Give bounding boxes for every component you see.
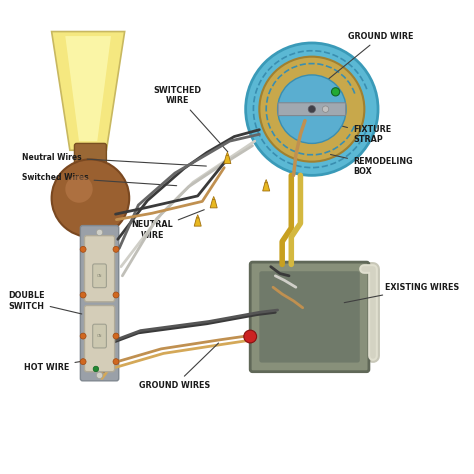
Text: SWITCHED
WIRE: SWITCHED WIRE [153,86,228,152]
Circle shape [113,292,119,298]
Text: GROUND WIRE: GROUND WIRE [315,32,414,90]
Circle shape [80,333,86,339]
Polygon shape [263,182,270,191]
Circle shape [113,333,119,339]
Text: DOUBLE
SWITCH: DOUBLE SWITCH [8,291,82,314]
Circle shape [65,175,93,203]
Text: GROUND WIRES: GROUND WIRES [139,343,219,390]
Text: Neutral Wires: Neutral Wires [22,153,206,166]
Circle shape [113,246,119,252]
Text: NEUTRAL
WIRE: NEUTRAL WIRE [131,210,204,240]
FancyBboxPatch shape [278,103,346,116]
Circle shape [259,57,365,162]
Text: ON: ON [97,334,102,338]
Circle shape [246,43,378,175]
Text: ON: ON [97,274,102,278]
Circle shape [113,359,119,365]
Polygon shape [210,200,217,208]
Circle shape [96,372,103,379]
FancyBboxPatch shape [74,144,106,171]
Text: HOT WIRE: HOT WIRE [24,358,99,372]
FancyBboxPatch shape [93,324,106,348]
FancyBboxPatch shape [259,271,360,363]
Text: EXISTING WIRES: EXISTING WIRES [344,283,459,303]
Circle shape [96,229,103,236]
Text: REMODELING
BOX: REMODELING BOX [330,155,412,176]
Polygon shape [265,180,267,182]
Circle shape [93,366,99,372]
Circle shape [80,246,86,252]
Circle shape [80,292,86,298]
Circle shape [244,330,256,343]
Polygon shape [224,155,231,164]
Polygon shape [212,196,215,200]
Text: Switched Wires: Switched Wires [22,173,177,186]
FancyBboxPatch shape [84,305,115,372]
Polygon shape [52,32,125,150]
Circle shape [52,159,129,237]
Polygon shape [226,152,228,155]
Circle shape [278,75,346,144]
FancyBboxPatch shape [81,226,118,381]
FancyBboxPatch shape [84,236,115,302]
Circle shape [331,88,340,96]
Circle shape [80,359,86,365]
FancyBboxPatch shape [93,264,106,288]
FancyBboxPatch shape [250,262,369,372]
Circle shape [322,106,329,112]
Text: FIXTURE
STRAP: FIXTURE STRAP [303,115,391,144]
Polygon shape [196,215,199,218]
Polygon shape [194,218,201,226]
Polygon shape [65,36,111,141]
Circle shape [308,106,316,113]
